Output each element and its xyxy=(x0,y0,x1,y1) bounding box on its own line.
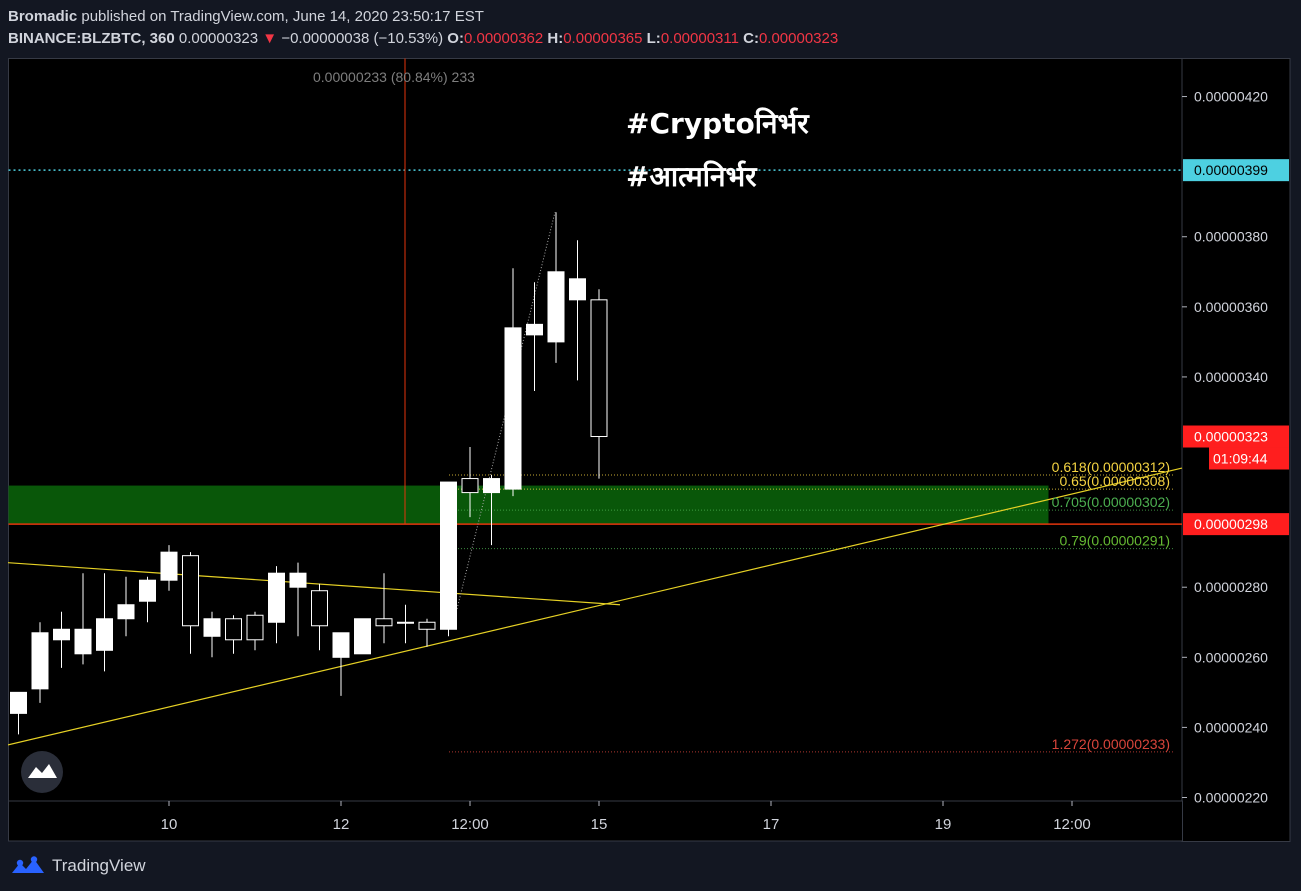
price-label-last-box[interactable] xyxy=(1183,425,1289,448)
support-zone[interactable] xyxy=(8,485,1049,525)
candle[interactable] xyxy=(354,618,371,655)
open-value: 0.00000362 xyxy=(463,30,544,47)
candle[interactable] xyxy=(483,478,500,494)
candle[interactable] xyxy=(461,478,479,494)
fib-label: 1.272(0.00000233) xyxy=(1052,736,1170,752)
price-label-last: 0.00000323 xyxy=(1194,429,1268,445)
close-value: 0.00000323 xyxy=(758,30,839,47)
candle[interactable] xyxy=(53,628,70,641)
time-tick-label: 12 xyxy=(333,816,350,833)
candle[interactable] xyxy=(440,481,457,630)
price-label-support: 0.00000298 xyxy=(1194,516,1268,532)
low-label: L: xyxy=(646,30,661,47)
price-tick-label: 0.00000340 xyxy=(1194,369,1268,385)
price-tick-label: 0.00000240 xyxy=(1194,719,1268,735)
chart-area[interactable]: 0.618(0.00000312) 0.65(0.00000308) 0.705(0… xyxy=(8,58,1291,842)
price-label-resistance: 0.00000399 xyxy=(1194,162,1268,178)
price-chart[interactable]: 0.618(0.00000312)0.65(0.00000308) 0.705(0… xyxy=(8,58,1291,842)
price-tick-label: 0.00000380 xyxy=(1194,229,1268,245)
fib-label: 0.65(0.00000308) xyxy=(1059,473,1170,489)
fib-label: 0.618(0.00000312) xyxy=(1052,459,1170,475)
candle[interactable] xyxy=(268,572,285,623)
quote-line: BINANCE:BLZBTC, 360 0.00000323 ▼ −0.0000… xyxy=(8,28,1288,50)
candle[interactable] xyxy=(332,632,350,658)
candle[interactable] xyxy=(10,691,27,714)
last-price: 0.00000323 xyxy=(178,30,259,47)
candle[interactable] xyxy=(375,618,393,627)
footer: TradingView xyxy=(10,854,146,878)
time-tick-label: 17 xyxy=(763,816,780,833)
annotation-hashtag-crypto[interactable]: #Cryptoनिर्भर xyxy=(626,107,810,140)
price-tick-label: 0.00000280 xyxy=(1194,579,1268,595)
price-label-resistance-box[interactable] xyxy=(1183,159,1289,182)
candle[interactable] xyxy=(397,621,414,624)
tradingview-brand[interactable]: TradingView xyxy=(52,856,146,875)
candle[interactable] xyxy=(569,278,586,301)
tradingview-watermark-icon[interactable] xyxy=(21,751,63,793)
descending-trendline[interactable] xyxy=(8,562,621,606)
candle[interactable] xyxy=(203,618,221,637)
price-label-support-box[interactable] xyxy=(1183,513,1289,536)
candle[interactable] xyxy=(182,555,199,627)
time-tick-label: 12:00 xyxy=(451,816,489,833)
candle[interactable] xyxy=(590,299,608,438)
time-tick-label: 19 xyxy=(935,816,952,833)
candle[interactable] xyxy=(526,323,543,336)
candle[interactable] xyxy=(139,579,156,602)
candle[interactable] xyxy=(418,621,436,630)
price-change: −0.00000038 (−10.53%) xyxy=(281,30,444,47)
price-tick-label: 0.00000360 xyxy=(1194,299,1268,315)
countdown-box[interactable] xyxy=(1209,447,1289,470)
open-label: O: xyxy=(447,30,464,47)
publish-info: published on TradingView.com, June 14, 2… xyxy=(81,8,484,25)
candle[interactable] xyxy=(74,628,92,655)
candle[interactable] xyxy=(547,271,565,343)
measure-label: 0.00000233 (80.84%) 233 xyxy=(313,69,475,85)
candle[interactable] xyxy=(504,327,522,490)
tradingview-logo-icon[interactable] xyxy=(10,855,46,877)
time-tick-label: 15 xyxy=(591,816,608,833)
close-label: C: xyxy=(743,30,759,47)
down-arrow-icon: ▼ xyxy=(262,30,278,47)
candle[interactable] xyxy=(225,618,242,641)
price-tick-label: 0.00000220 xyxy=(1194,789,1268,805)
fib-label: 0.705(0.00000302) xyxy=(1052,494,1170,510)
annotation-hashtag-atma[interactable]: #आत्मनिर्भर xyxy=(626,160,758,193)
ascending-trendline[interactable] xyxy=(8,467,1183,746)
candle[interactable] xyxy=(311,590,328,627)
candle[interactable] xyxy=(289,572,307,588)
price-tick-label: 0.00000260 xyxy=(1194,649,1268,665)
high-value: 0.00000365 xyxy=(563,30,643,47)
time-axis[interactable] xyxy=(8,800,1183,842)
bar-countdown: 01:09:44 xyxy=(1213,451,1268,467)
high-label: H: xyxy=(547,30,564,47)
publish-line: Bromadic published on TradingView.com, J… xyxy=(8,6,1288,28)
fib-label: 0.79(0.00000291) xyxy=(1059,533,1170,549)
price-tick-label: 0.00000420 xyxy=(1194,89,1268,105)
time-tick-label: 12:00 xyxy=(1053,816,1091,833)
tradingview-watermark-shape xyxy=(28,764,57,778)
symbol-name[interactable]: BINANCE:BLZBTC, 360 xyxy=(8,30,175,47)
time-tick-label: 10 xyxy=(161,816,178,833)
chart-header: Bromadic published on TradingView.com, J… xyxy=(8,6,1288,50)
candle[interactable] xyxy=(31,632,49,690)
fib-anchor-line[interactable] xyxy=(451,212,556,630)
candle[interactable] xyxy=(96,618,113,651)
candle[interactable] xyxy=(160,551,178,581)
candle[interactable] xyxy=(246,614,264,641)
candle[interactable] xyxy=(117,604,135,620)
publisher-name[interactable]: Bromadic xyxy=(8,8,78,25)
low-value: 0.00000311 xyxy=(660,30,739,47)
